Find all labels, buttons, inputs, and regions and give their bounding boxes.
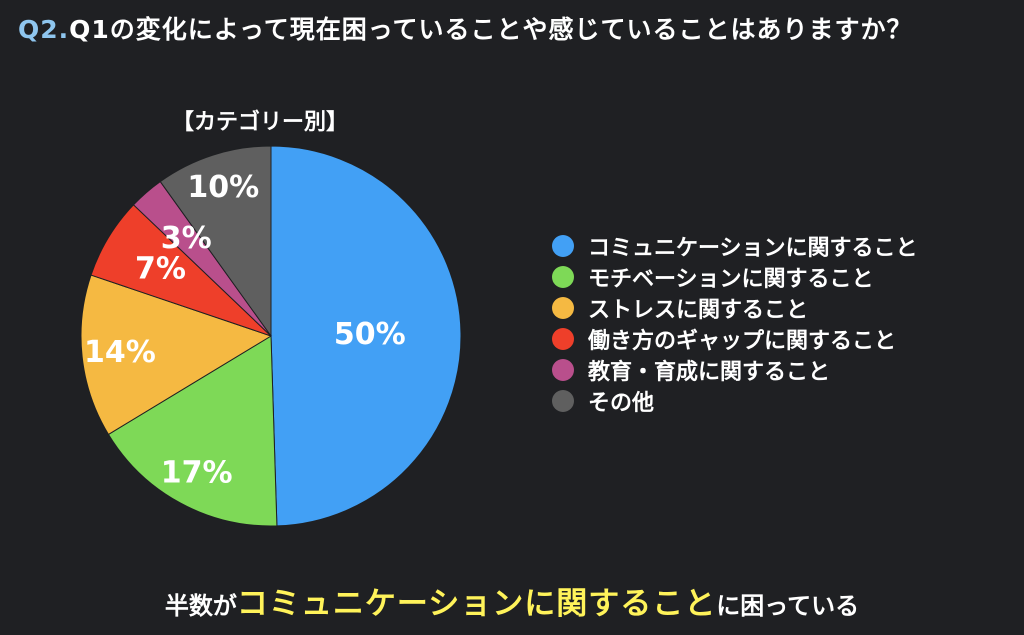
legend-label: ストレスに関すること <box>588 297 809 323</box>
pie-slice-label: 14% <box>84 335 156 370</box>
pie-slice-label: 3% <box>161 221 212 256</box>
legend-label: コミュニケーションに関すること <box>588 235 918 261</box>
legend-item: ストレスに関すること <box>552 292 918 323</box>
legend-item: コミュニケーションに関すること <box>552 230 918 261</box>
question-text: Q1の変化によって現在困っていることや感じていることはありますか？ <box>69 15 913 44</box>
conclusion-highlight: コミュニケーションに関すること <box>236 586 717 622</box>
pie-slice-label: 50% <box>334 317 406 352</box>
legend: コミュニケーションに関すること モチベーションに関すること ストレスに関すること… <box>552 230 918 416</box>
question-heading: Q2.Q1の変化によって現在困っていることや感じていることはありますか？ <box>18 10 913 46</box>
legend-label: その他 <box>588 390 655 416</box>
legend-item: モチベーションに関すること <box>552 261 918 292</box>
legend-swatch <box>552 389 574 412</box>
legend-item: 働き方のギャップに関すること <box>552 323 918 354</box>
pie-slice <box>270 145 462 527</box>
legend-item: その他 <box>552 385 918 416</box>
chart-title: 【カテゴリー別】 <box>172 110 349 135</box>
conclusion-suffix: に困っている <box>716 592 860 620</box>
pie-slice <box>159 145 272 338</box>
legend-swatch <box>552 296 574 319</box>
legend-swatch <box>552 327 574 350</box>
legend-label: 教育・育成に関すること <box>588 359 831 385</box>
question-number: Q2. <box>18 15 70 44</box>
conclusion-text: 半数がコミュニケーションに関することに困っている <box>0 578 1024 623</box>
legend-item: 教育・育成に関すること <box>552 354 918 385</box>
pie-slices <box>80 145 462 527</box>
pie-slice <box>80 274 273 436</box>
pie-slice-label: 10% <box>187 170 259 205</box>
conclusion-prefix: 半数が <box>164 592 237 620</box>
pie-labels: 50% 17% 14% 7%3% 10% <box>84 170 406 490</box>
legend-label: 働き方のギャップに関すること <box>588 328 897 354</box>
legend-swatch <box>552 358 574 381</box>
legend-swatch <box>552 234 574 257</box>
pie-slice <box>107 335 278 527</box>
pie-slice-label: 7% <box>135 252 186 287</box>
legend-label: モチベーションに関すること <box>588 266 874 292</box>
legend-swatch <box>552 265 574 288</box>
pie-slice-label: 17% <box>161 455 233 490</box>
